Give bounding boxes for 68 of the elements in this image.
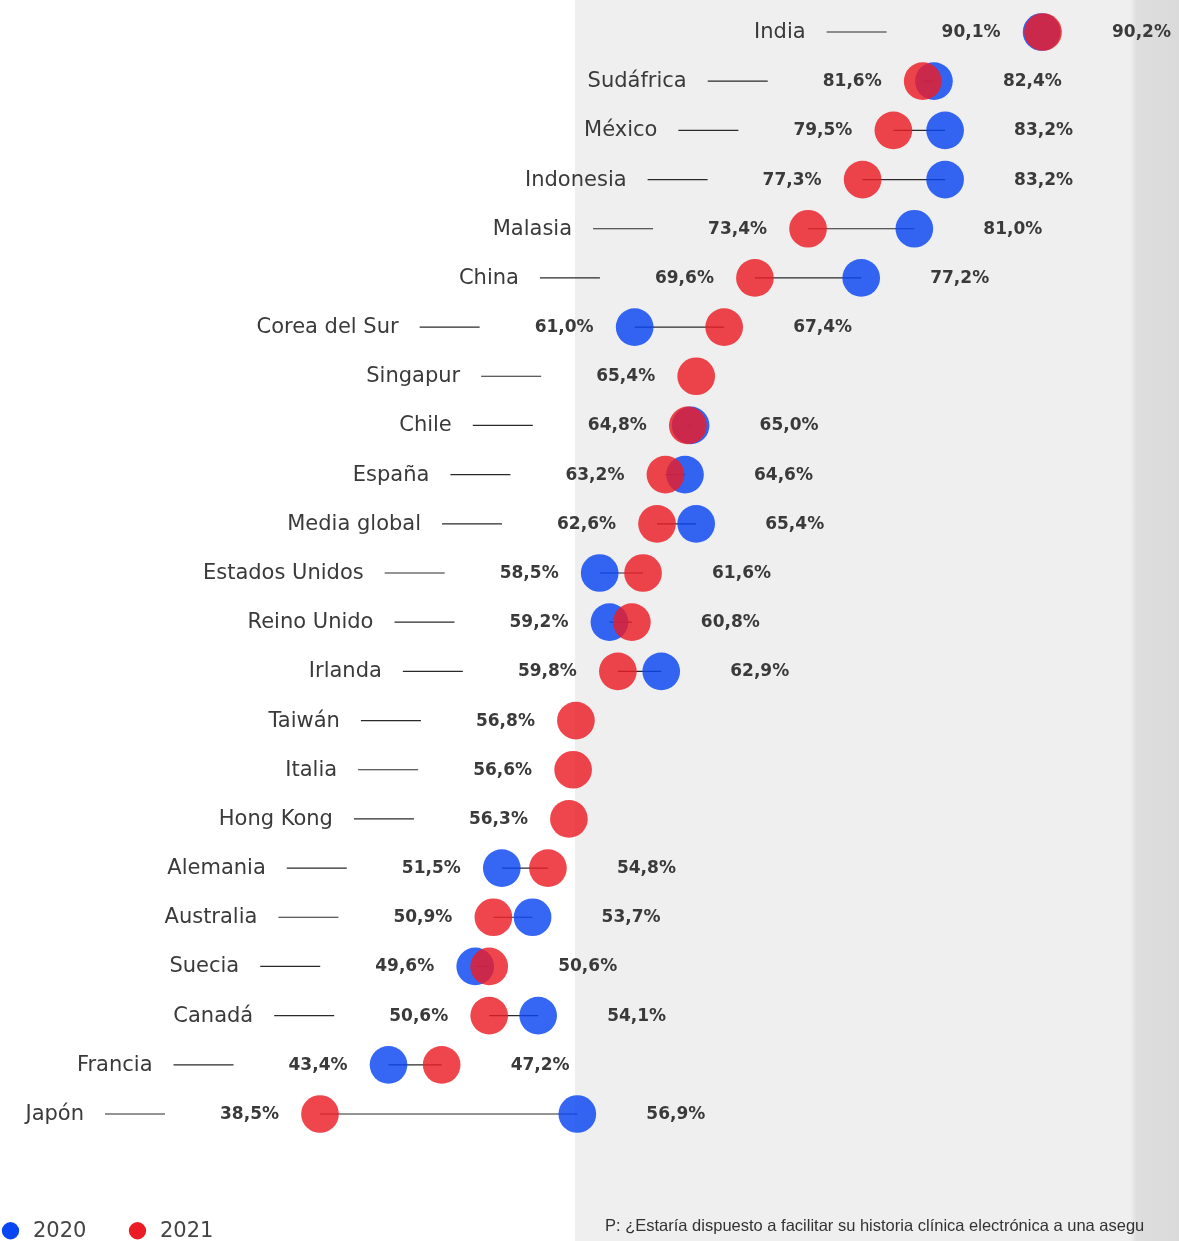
category-label: China — [458, 264, 519, 289]
data-label: 81,6% — [822, 70, 882, 91]
data-label: 83,2% — [1014, 168, 1074, 189]
category-label: México — [584, 117, 658, 142]
data-label: 65,0% — [759, 414, 819, 435]
category-label: Indonesia — [525, 166, 627, 191]
data-label: 53,7% — [601, 906, 661, 927]
legend-label: 2021 — [160, 1217, 214, 1241]
category-label: Canadá — [173, 1002, 254, 1027]
data-label: 59,8% — [517, 660, 577, 681]
data-label: 54,1% — [607, 1004, 667, 1025]
category-label: Japón — [23, 1101, 84, 1125]
data-label: 90,2% — [1112, 21, 1171, 41]
data-label: 64,8% — [587, 414, 647, 435]
data-label: 38,5% — [220, 1103, 279, 1123]
text: P: ¿Estaría dispuesto a facilitar su historia clínica electrónica a una asegu — [605, 1216, 1145, 1234]
data-label: 61,0% — [534, 316, 594, 337]
category-label: Estados Unidos — [202, 560, 364, 584]
category-label: Australia — [164, 904, 258, 929]
data-label: 56,9% — [646, 1103, 706, 1123]
data-label: 67,4% — [793, 316, 853, 337]
data-label: 65,4% — [596, 365, 656, 386]
data-label: 51,5% — [401, 857, 461, 878]
category-label: Corea del Sur — [256, 314, 400, 339]
category-label: Sudáfrica — [587, 68, 687, 93]
data-label: 56,6% — [473, 758, 533, 779]
data-label: 62,9% — [730, 660, 790, 681]
data-label: 63,2% — [565, 463, 625, 484]
category-label: Malasia — [492, 215, 573, 240]
category-label: Suecia — [169, 953, 240, 978]
data-label: 81,0% — [983, 217, 1043, 238]
category-label: Hong Kong — [218, 805, 333, 830]
data-label: 82,4% — [1002, 70, 1062, 91]
category-label: Taiwán — [267, 707, 340, 732]
category-label: Francia — [76, 1051, 153, 1076]
data-label: 69,6% — [654, 266, 714, 287]
data-label: 56,3% — [468, 807, 528, 828]
category-label: España — [352, 461, 430, 486]
data-label: 49,6% — [375, 955, 435, 976]
category-label: Irlanda — [308, 658, 382, 683]
category-label: Alemania — [167, 855, 266, 880]
data-label: 77,2% — [930, 266, 990, 287]
data-label: 59,2% — [509, 611, 569, 632]
data-label: 77,3% — [762, 168, 822, 189]
category-label: Italia — [285, 756, 338, 781]
data-label: 73,4% — [708, 217, 768, 238]
legend-label: 2020 — [33, 1217, 87, 1241]
data-label: 54,8% — [616, 857, 676, 878]
data-label: 62,6% — [557, 512, 617, 533]
data-label: 64,6% — [754, 463, 813, 484]
category-label: Chile — [399, 412, 452, 437]
data-label: 56,8% — [475, 709, 535, 730]
data-label: 50,9% — [393, 906, 453, 927]
data-label: 50,6% — [558, 955, 618, 976]
data-label: 90,1% — [941, 21, 1001, 41]
data-label: 79,5% — [793, 119, 853, 140]
data-label: 61,6% — [712, 562, 772, 582]
data-label: 58,5% — [499, 562, 559, 582]
category-label: Reino Unido — [247, 609, 374, 634]
category-label: Media global — [287, 510, 422, 535]
category-label: India — [754, 19, 806, 43]
data-label: 47,2% — [510, 1053, 570, 1074]
data-label: 50,6% — [389, 1004, 449, 1025]
data-label: 43,4% — [288, 1053, 348, 1074]
data-label: 83,2% — [1014, 119, 1074, 140]
category-label: Singapur — [366, 363, 461, 388]
data-label: 60,8% — [700, 611, 760, 632]
data-label: 65,4% — [765, 512, 825, 533]
